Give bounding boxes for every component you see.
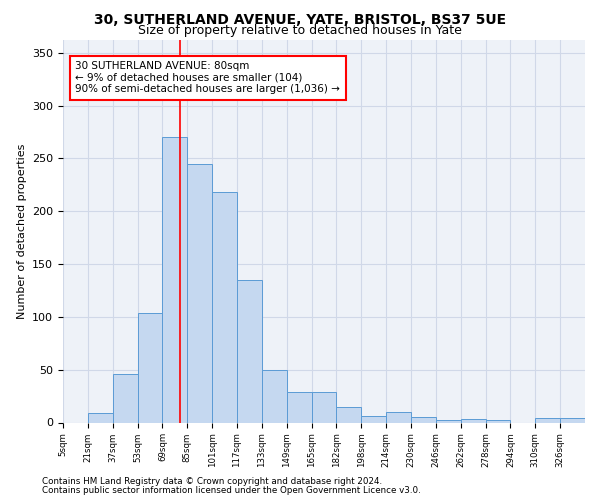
Bar bbox=[237, 280, 262, 422]
Bar bbox=[485, 420, 511, 422]
Bar bbox=[88, 413, 113, 422]
Bar bbox=[560, 418, 585, 422]
Bar bbox=[411, 417, 436, 422]
Bar bbox=[287, 392, 311, 422]
Text: 30, SUTHERLAND AVENUE, YATE, BRISTOL, BS37 5UE: 30, SUTHERLAND AVENUE, YATE, BRISTOL, BS… bbox=[94, 13, 506, 27]
Text: Size of property relative to detached houses in Yate: Size of property relative to detached ho… bbox=[138, 24, 462, 37]
Bar bbox=[311, 392, 337, 422]
Bar bbox=[137, 312, 163, 422]
Bar bbox=[212, 192, 237, 422]
Bar bbox=[535, 418, 560, 422]
Bar bbox=[436, 420, 461, 422]
Bar bbox=[337, 406, 361, 422]
Bar bbox=[386, 412, 411, 422]
Text: 30 SUTHERLAND AVENUE: 80sqm
← 9% of detached houses are smaller (104)
90% of sem: 30 SUTHERLAND AVENUE: 80sqm ← 9% of deta… bbox=[76, 61, 340, 94]
Bar bbox=[163, 137, 187, 422]
Bar bbox=[361, 416, 386, 422]
Text: Contains HM Land Registry data © Crown copyright and database right 2024.: Contains HM Land Registry data © Crown c… bbox=[42, 477, 382, 486]
Y-axis label: Number of detached properties: Number of detached properties bbox=[17, 144, 26, 319]
Bar bbox=[461, 420, 485, 422]
Bar bbox=[113, 374, 137, 422]
Bar bbox=[262, 370, 287, 422]
Bar bbox=[187, 164, 212, 422]
Text: Contains public sector information licensed under the Open Government Licence v3: Contains public sector information licen… bbox=[42, 486, 421, 495]
